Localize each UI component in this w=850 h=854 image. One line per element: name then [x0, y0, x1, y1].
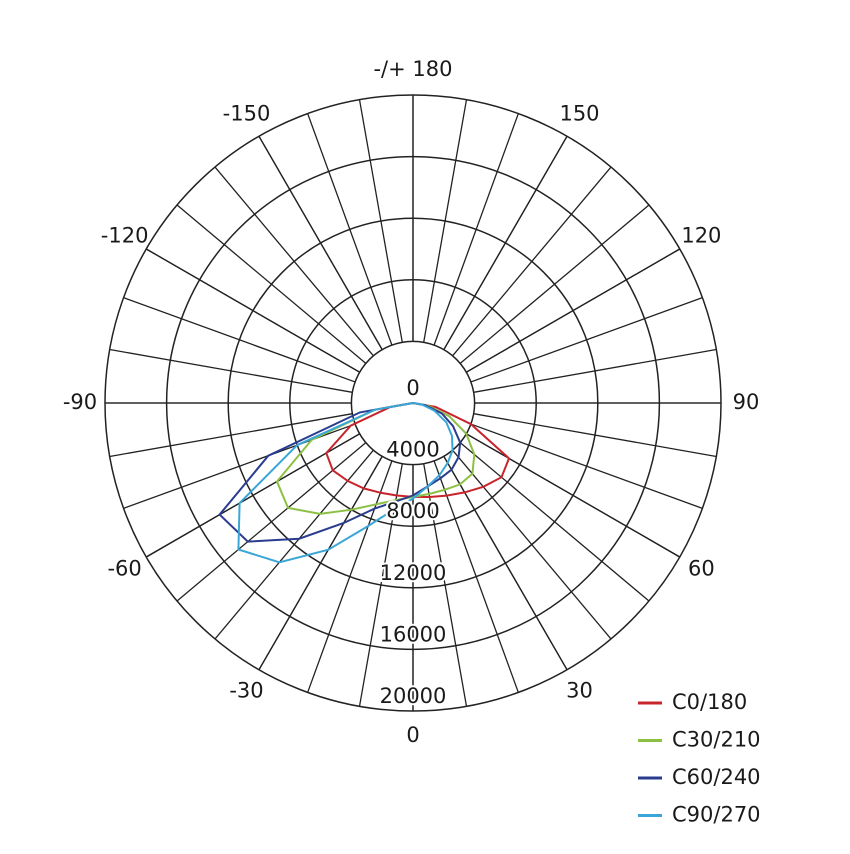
legend-label: C60/240 [672, 765, 761, 789]
ring [165, 155, 661, 651]
ring [104, 94, 722, 712]
r-tick-label: 16000 [380, 622, 447, 646]
angle-tick-label: 120 [681, 224, 721, 248]
angle-tick-label: -30 [229, 678, 263, 702]
ring [289, 279, 537, 527]
angle-tick-label: 30 [566, 678, 593, 702]
angle-tick-label: -90 [63, 390, 97, 414]
r-tick-label: 12000 [380, 561, 447, 585]
angle-tick-label: -150 [223, 102, 271, 126]
series-line [218, 402, 462, 543]
r-tick-label: 0 [406, 376, 419, 400]
legend-label: C30/210 [672, 728, 761, 752]
legend-label: C90/270 [672, 803, 761, 827]
angle-tick-label: -120 [101, 224, 149, 248]
angle-tick-label: -60 [107, 557, 141, 581]
ring [350, 340, 476, 466]
angle-tick-label: 60 [688, 557, 715, 581]
r-tick-label: 8000 [386, 499, 439, 523]
legend-label: C0/180 [672, 690, 747, 714]
r-tick-label: 20000 [380, 684, 447, 708]
angle-tick-label: 90 [733, 390, 760, 414]
ring [227, 217, 599, 589]
angle-tick-label: 0 [406, 723, 419, 747]
angle-tick-label: -/+ 180 [373, 57, 452, 81]
series-line [237, 402, 454, 564]
series-line [275, 402, 476, 515]
r-tick-label: 4000 [386, 438, 439, 462]
angle-tick-label: 150 [559, 102, 599, 126]
